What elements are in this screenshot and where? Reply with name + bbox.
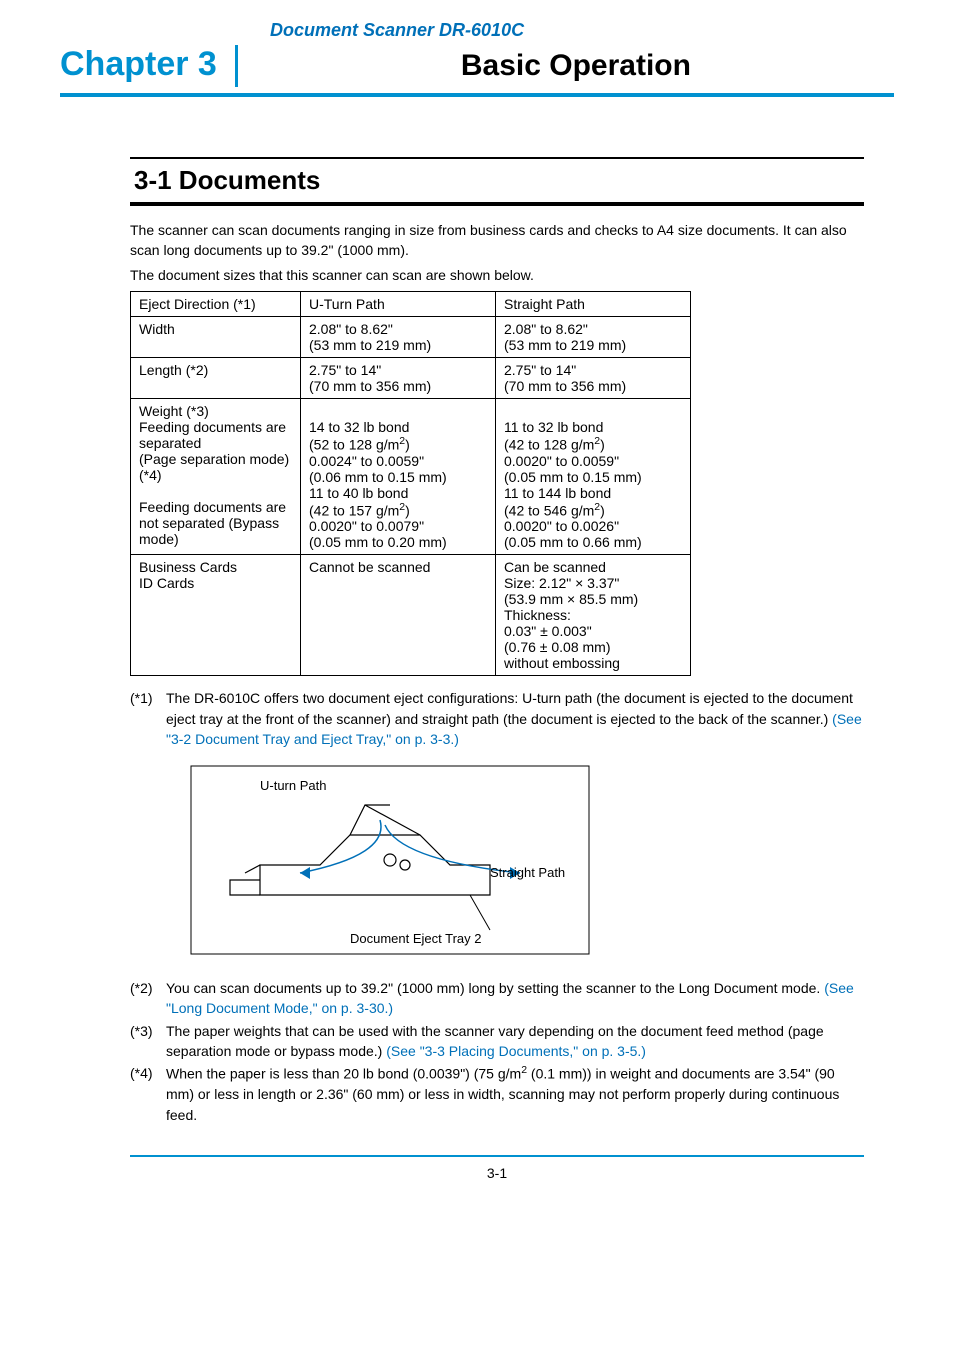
- w-u-b-post: ): [405, 437, 410, 453]
- cell-length-label: Length (*2): [131, 357, 301, 398]
- footnote-body: The paper weights that can be used with …: [166, 1021, 864, 1062]
- path-diagram: U-turn Path Straight Path Document Eject…: [190, 765, 864, 960]
- w-u-b-pre: (52 to 128 g/m: [309, 437, 399, 453]
- cell-cards-label: Business Cards ID Cards: [131, 555, 301, 676]
- diagram-label-straight: Straight Path: [490, 865, 565, 880]
- cell-weight-uturn: 14 to 32 lb bond (52 to 128 g/m2) 0.0024…: [301, 398, 496, 554]
- link-placing-documents[interactable]: (See "3-3 Placing Documents," on p. 3-5.…: [386, 1043, 646, 1059]
- c-s-g: without embossing: [504, 655, 620, 671]
- chapter-label: Chapter 3: [60, 45, 238, 87]
- fn1-text: The DR-6010C offers two document eject c…: [166, 690, 853, 726]
- cell-length-straight: 2.75" to 14" (70 mm to 356 mm): [496, 357, 691, 398]
- weight-line-b: Feeding documents are separated: [139, 419, 286, 451]
- w-u-d: (0.06 mm to 0.15 mm): [309, 469, 447, 485]
- w-u-f-post: ): [405, 502, 410, 518]
- weight-line-a: Weight (*3): [139, 403, 209, 419]
- w-s-h: (0.05 mm to 0.66 mm): [504, 534, 642, 550]
- w-s-c: 0.0020" to 0.0059": [504, 453, 619, 469]
- footnote-4: (*4) When the paper is less than 20 lb b…: [130, 1063, 864, 1125]
- w-s-b-post: ): [600, 437, 605, 453]
- cell-eject-direction: Eject Direction (*1): [131, 291, 301, 316]
- footnote-label: (*2): [130, 978, 166, 1019]
- cell-width-uturn: 2.08" to 8.62" (53 mm to 219 mm): [301, 316, 496, 357]
- c-s-b: Size: 2.12" × 3.37": [504, 575, 619, 591]
- w-u-e: 11 to 40 lb bond: [309, 485, 408, 501]
- page-header: Document Scanner DR-6010C Chapter 3 Basi…: [60, 20, 894, 97]
- w-s-g: 0.0020" to 0.0026": [504, 518, 619, 534]
- cell-cards-uturn: Cannot be scanned: [301, 555, 496, 676]
- w-s-d: (0.05 mm to 0.15 mm): [504, 469, 642, 485]
- page-number: 3-1: [487, 1165, 507, 1181]
- w-s-f-pre: (42 to 546 g/m: [504, 502, 594, 518]
- w-s-a: 11 to 32 lb bond: [504, 419, 603, 435]
- footnote-3: (*3) The paper weights that can be used …: [130, 1021, 864, 1062]
- weight-line-c: (Page separation mode) (*4): [139, 451, 289, 483]
- w-u-c: 0.0024" to 0.0059": [309, 453, 424, 469]
- c-s-f: (0.76 ± 0.08 mm): [504, 639, 611, 655]
- w-s-f-post: ): [600, 502, 605, 518]
- footnotes: (*1) The DR-6010C offers two document ej…: [130, 688, 864, 749]
- w-s-b-pre: (42 to 128 g/m: [504, 437, 594, 453]
- intro-paragraph-2: The document sizes that this scanner can…: [130, 265, 864, 285]
- fn4-text-a: When the paper is less than 20 lb bond (…: [166, 1066, 521, 1082]
- w-u-h: (0.05 mm to 0.20 mm): [309, 534, 447, 550]
- cell-straight-header: Straight Path: [496, 291, 691, 316]
- footnote-label: (*4): [130, 1063, 166, 1125]
- w-u-g: 0.0020" to 0.0079": [309, 518, 424, 534]
- spec-table: Eject Direction (*1) U-Turn Path Straigh…: [130, 291, 691, 676]
- table-row: Width 2.08" to 8.62" (53 mm to 219 mm) 2…: [131, 316, 691, 357]
- c-s-e: 0.03" ± 0.003": [504, 623, 592, 639]
- cell-weight-label: Weight (*3) Feeding documents are separa…: [131, 398, 301, 554]
- table-row: Weight (*3) Feeding documents are separa…: [131, 398, 691, 554]
- footnote-label: (*1): [130, 688, 166, 749]
- table-row: Eject Direction (*1) U-Turn Path Straigh…: [131, 291, 691, 316]
- product-name: Document Scanner DR-6010C: [270, 20, 894, 41]
- footnote-body: You can scan documents up to 39.2" (1000…: [166, 978, 864, 1019]
- cell-weight-straight: 11 to 32 lb bond (42 to 128 g/m2) 0.0020…: [496, 398, 691, 554]
- footnotes-continued: (*2) You can scan documents up to 39.2" …: [130, 978, 864, 1125]
- cell-width-straight: 2.08" to 8.62" (53 mm to 219 mm): [496, 316, 691, 357]
- fn2-text: You can scan documents up to 39.2" (1000…: [166, 980, 824, 996]
- section-heading: 3-1 Documents: [130, 157, 864, 206]
- w-u-f-pre: (42 to 157 g/m: [309, 502, 399, 518]
- footnote-2: (*2) You can scan documents up to 39.2" …: [130, 978, 864, 1019]
- footnote-1: (*1) The DR-6010C offers two document ej…: [130, 688, 864, 749]
- table-row: Length (*2) 2.75" to 14" (70 mm to 356 m…: [131, 357, 691, 398]
- intro-paragraph-1: The scanner can scan documents ranging i…: [130, 220, 864, 261]
- cell-cards-straight: Can be scanned Size: 2.12" × 3.37" (53.9…: [496, 555, 691, 676]
- cell-length-uturn: 2.75" to 14" (70 mm to 356 mm): [301, 357, 496, 398]
- footnote-body: The DR-6010C offers two document eject c…: [166, 688, 864, 749]
- w-s-e: 11 to 144 lb bond: [504, 485, 611, 501]
- table-row: Business Cards ID Cards Cannot be scanne…: [131, 555, 691, 676]
- diagram-label-uturn: U-turn Path: [260, 778, 326, 793]
- footnote-body: When the paper is less than 20 lb bond (…: [166, 1063, 864, 1125]
- weight-line-d: Feeding documents are not separated (Byp…: [139, 499, 286, 547]
- scanner-path-svg: U-turn Path Straight Path Document Eject…: [190, 765, 590, 955]
- c-s-c: (53.9 mm × 85.5 mm): [504, 591, 638, 607]
- cell-uturn-header: U-Turn Path: [301, 291, 496, 316]
- page-footer: 3-1: [130, 1155, 864, 1181]
- cell-width-label: Width: [131, 316, 301, 357]
- c-s-a: Can be scanned: [504, 559, 606, 575]
- c-s-d: Thickness:: [504, 607, 571, 623]
- footnote-label: (*3): [130, 1021, 166, 1062]
- w-u-a: 14 to 32 lb bond: [309, 419, 409, 435]
- chapter-title: Basic Operation: [238, 49, 894, 83]
- diagram-label-eject: Document Eject Tray 2: [350, 931, 482, 946]
